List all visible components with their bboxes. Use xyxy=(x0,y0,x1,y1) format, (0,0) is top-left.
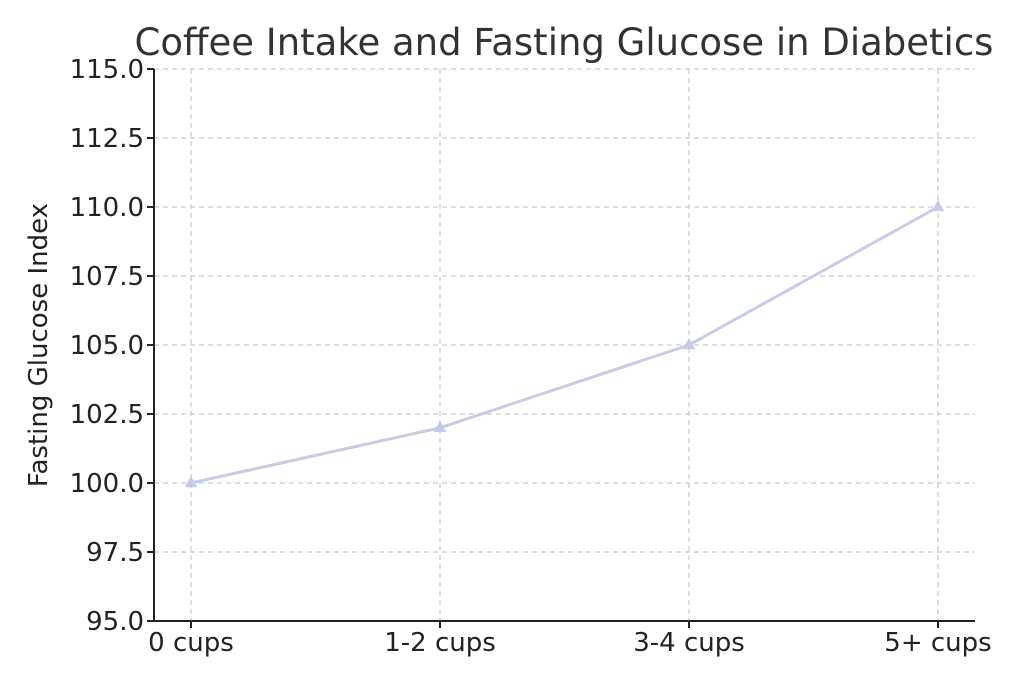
axes xyxy=(147,68,975,628)
grid xyxy=(154,68,975,622)
tick-labels: 95.0 97.5 100.0 102.5 105.0 107.5 110.0 112.5 11… xyxy=(70,55,992,658)
y-tick-label: 97.5 xyxy=(86,538,144,568)
x-tick-label: 5+ cups xyxy=(884,628,991,658)
y-tick-label: 95.0 xyxy=(86,607,144,637)
x-tick-label: 0 cups xyxy=(148,628,234,658)
y-axis-label: Fasting Glucose Index xyxy=(24,203,54,487)
series xyxy=(184,200,945,488)
y-tick-label: 112.5 xyxy=(70,124,144,154)
x-tick-label: 1-2 cups xyxy=(384,628,496,658)
series-line xyxy=(189,205,940,485)
y-tick-label: 105.0 xyxy=(70,331,144,361)
y-tick-label: 107.5 xyxy=(70,262,144,292)
chart-title: Coffee Intake and Fasting Glucose in Dia… xyxy=(135,21,994,64)
data-point-marker xyxy=(931,200,945,212)
x-tick-label: 3-4 cups xyxy=(633,628,745,658)
y-tick-label: 110.0 xyxy=(70,193,144,223)
y-tick-label: 102.5 xyxy=(70,400,144,430)
y-tick-label: 115.0 xyxy=(70,55,144,85)
data-point-marker xyxy=(433,420,447,432)
data-point-marker xyxy=(184,476,198,488)
y-tick-label: 100.0 xyxy=(70,469,144,499)
data-point-marker xyxy=(682,338,696,350)
